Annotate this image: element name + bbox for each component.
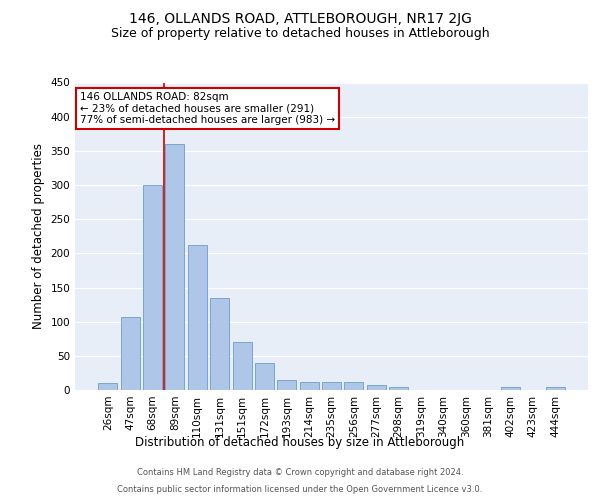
Bar: [501, 386, 520, 390]
Bar: [166, 144, 184, 390]
Bar: [255, 364, 274, 390]
Bar: [277, 380, 296, 390]
Bar: [389, 388, 408, 390]
Text: Distribution of detached houses by size in Attleborough: Distribution of detached houses by size …: [136, 436, 464, 449]
Bar: [299, 382, 319, 390]
Text: Contains HM Land Registry data © Crown copyright and database right 2024.: Contains HM Land Registry data © Crown c…: [137, 468, 463, 477]
Y-axis label: Number of detached properties: Number of detached properties: [32, 143, 45, 329]
Bar: [344, 382, 364, 390]
Bar: [233, 342, 251, 390]
Bar: [98, 383, 118, 390]
Bar: [367, 385, 386, 390]
Bar: [143, 185, 162, 390]
Bar: [188, 245, 207, 390]
Text: Contains public sector information licensed under the Open Government Licence v3: Contains public sector information licen…: [118, 484, 482, 494]
Bar: [210, 298, 229, 390]
Bar: [121, 317, 140, 390]
Bar: [545, 388, 565, 390]
Bar: [322, 382, 341, 390]
Text: Size of property relative to detached houses in Attleborough: Size of property relative to detached ho…: [110, 28, 490, 40]
Text: 146 OLLANDS ROAD: 82sqm
← 23% of detached houses are smaller (291)
77% of semi-d: 146 OLLANDS ROAD: 82sqm ← 23% of detache…: [80, 92, 335, 125]
Text: 146, OLLANDS ROAD, ATTLEBOROUGH, NR17 2JG: 146, OLLANDS ROAD, ATTLEBOROUGH, NR17 2J…: [128, 12, 472, 26]
